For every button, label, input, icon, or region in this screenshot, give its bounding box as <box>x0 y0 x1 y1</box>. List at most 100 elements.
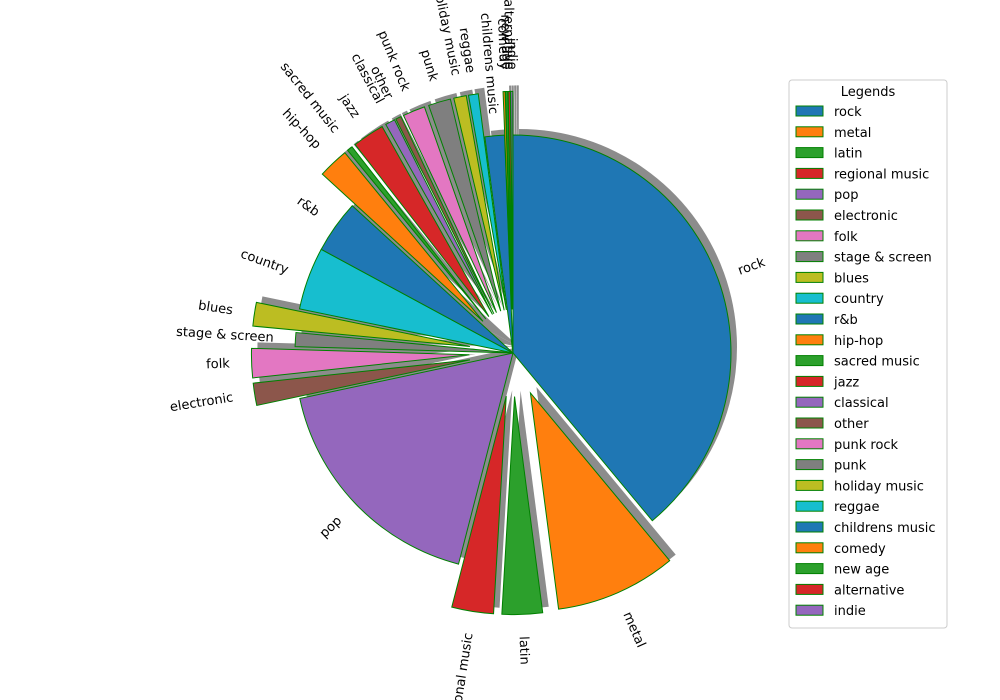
legend-label-country: country <box>834 292 884 307</box>
pie-slice-sacred-music <box>346 146 487 320</box>
pie-slice-r-b <box>320 205 514 354</box>
legend-label-regional-music: regional music <box>834 167 929 182</box>
legend-swatch-folk <box>795 230 824 242</box>
pie-slice-blues <box>252 301 470 348</box>
legend-label-alternative: alternative <box>834 583 904 598</box>
legend-item-blues: blues <box>795 271 869 286</box>
legend-label-folk: folk <box>834 230 858 245</box>
legend-label-rock: rock <box>834 105 862 120</box>
legend-item-punk: punk <box>795 459 867 474</box>
legend-label-jazz: jazz <box>833 375 859 390</box>
pie-label-latin: latin <box>516 636 532 665</box>
legend-item-comedy: comedy <box>795 542 886 557</box>
legend-swatch-metal <box>795 126 824 138</box>
legend-item-new-age: new age <box>795 563 889 578</box>
legend-label-punk: punk <box>834 459 867 474</box>
pie-label-rock: rock <box>736 255 768 279</box>
legend-title: Legends <box>841 85 896 100</box>
legend-swatch-regional-music <box>795 167 824 179</box>
legend-label-reggae: reggae <box>834 500 880 515</box>
pie-label-new-age: new age <box>497 14 513 70</box>
pie-wedge-group <box>250 90 732 616</box>
legend-swatch-sacred-music <box>795 355 824 367</box>
pie-slice-classical <box>385 119 493 315</box>
pie-slice-indie <box>510 90 514 310</box>
legend-item-holiday-music: holiday music <box>795 479 924 494</box>
legend-swatch-reggae <box>795 500 824 512</box>
pie-slice-pop <box>299 352 514 565</box>
pie-label-country: country <box>238 247 290 278</box>
legend-swatch-new-age <box>795 563 824 575</box>
legend-label-blues: blues <box>834 271 869 286</box>
legend-item-r-b: r&b <box>795 313 858 328</box>
legend-label-electronic: electronic <box>834 209 898 224</box>
pie-slice-rock <box>512 134 732 522</box>
legend-label-childrens-music: childrens music <box>834 521 936 536</box>
legend-item-rock: rock <box>795 105 862 120</box>
pie-slice-electronic <box>252 359 471 407</box>
legend-item-punk-rock: punk rock <box>795 438 899 453</box>
legend-item-jazz: jazz <box>795 375 859 390</box>
legend-item-sacred-music: sacred music <box>795 355 920 370</box>
pie-slice-hip-hop <box>321 152 484 322</box>
legend-swatch-holiday-music <box>795 479 824 491</box>
legend-swatch-country <box>795 292 824 304</box>
pie-label-r-b: r&b <box>294 194 322 220</box>
legend-swatch-classical <box>795 396 824 408</box>
legend-label-other: other <box>834 417 869 432</box>
pie-label-alternative: alternative <box>500 0 516 70</box>
pie-label-folk: folk <box>206 356 231 372</box>
pie-slice-folk <box>250 347 470 379</box>
legend-item-indie: indie <box>795 604 866 619</box>
legend-swatch-punk-rock <box>795 438 824 450</box>
pie-label-comedy: comedy <box>494 18 511 70</box>
legend-label-hip-hop: hip-hop <box>834 334 883 349</box>
legend-swatch-stage-screen <box>795 251 824 263</box>
pie-slice-jazz <box>354 125 490 317</box>
legend-item-regional-music: regional music <box>795 167 929 182</box>
legend-item-classical: classical <box>795 396 889 411</box>
legend-item-reggae: reggae <box>795 500 880 515</box>
legend-swatch-latin <box>795 147 824 159</box>
legend-item-other: other <box>795 417 869 432</box>
legend-item-metal: metal <box>795 126 871 141</box>
pie-label-sacred-music: sacred music <box>277 60 342 136</box>
legend-item-alternative: alternative <box>795 583 904 598</box>
legend-label-holiday-music: holiday music <box>834 479 924 494</box>
pie-slice-metal <box>529 391 671 610</box>
pie-slice-punk <box>428 98 502 312</box>
legend-swatch-rock <box>795 105 824 117</box>
legend-swatch-blues <box>795 271 824 283</box>
pie-label-electronic: electronic <box>169 390 234 415</box>
legend-label-metal: metal <box>834 126 871 141</box>
legend-swatch-r-b <box>795 313 824 325</box>
legend-label-stage-screen: stage & screen <box>834 251 932 266</box>
legend-label-pop: pop <box>834 188 858 203</box>
legend-item-latin: latin <box>795 147 863 162</box>
legend-swatch-alternative <box>795 583 824 595</box>
legend-label-latin: latin <box>834 147 863 162</box>
pie-slice-stage-screen <box>294 332 514 354</box>
pie-label-punk: punk <box>417 48 441 84</box>
pie-label-regional-music: regional music <box>447 632 477 700</box>
legend-swatch-pop <box>795 188 824 200</box>
legend-label-comedy: comedy <box>834 542 886 557</box>
legend-item-folk: folk <box>795 230 858 245</box>
pie-slice-punk-rock <box>402 106 497 313</box>
legend-swatch-electronic <box>795 209 824 221</box>
legend-item-pop: pop <box>795 188 858 203</box>
pie-label-reggae: reggae <box>456 27 478 74</box>
legend-label-sacred-music: sacred music <box>834 355 920 370</box>
pie-label-pop: pop <box>317 514 345 542</box>
legend-item-country: country <box>795 292 884 307</box>
pie-label-blues: blues <box>197 298 234 318</box>
legend: Legends rock metal latin regional music pop e… <box>788 79 948 629</box>
legend-label-new-age: new age <box>834 563 889 578</box>
pie-label-jazz: jazz <box>335 91 362 121</box>
pie-label-metal: metal <box>619 610 648 650</box>
legend-label-r-b: r&b <box>834 313 858 328</box>
legend-items: rock metal latin regional music pop electroni… <box>795 105 936 619</box>
legend-item-stage-screen: stage & screen <box>795 251 932 266</box>
pie-slice-other <box>395 115 495 315</box>
legend-swatch-comedy <box>795 542 824 554</box>
